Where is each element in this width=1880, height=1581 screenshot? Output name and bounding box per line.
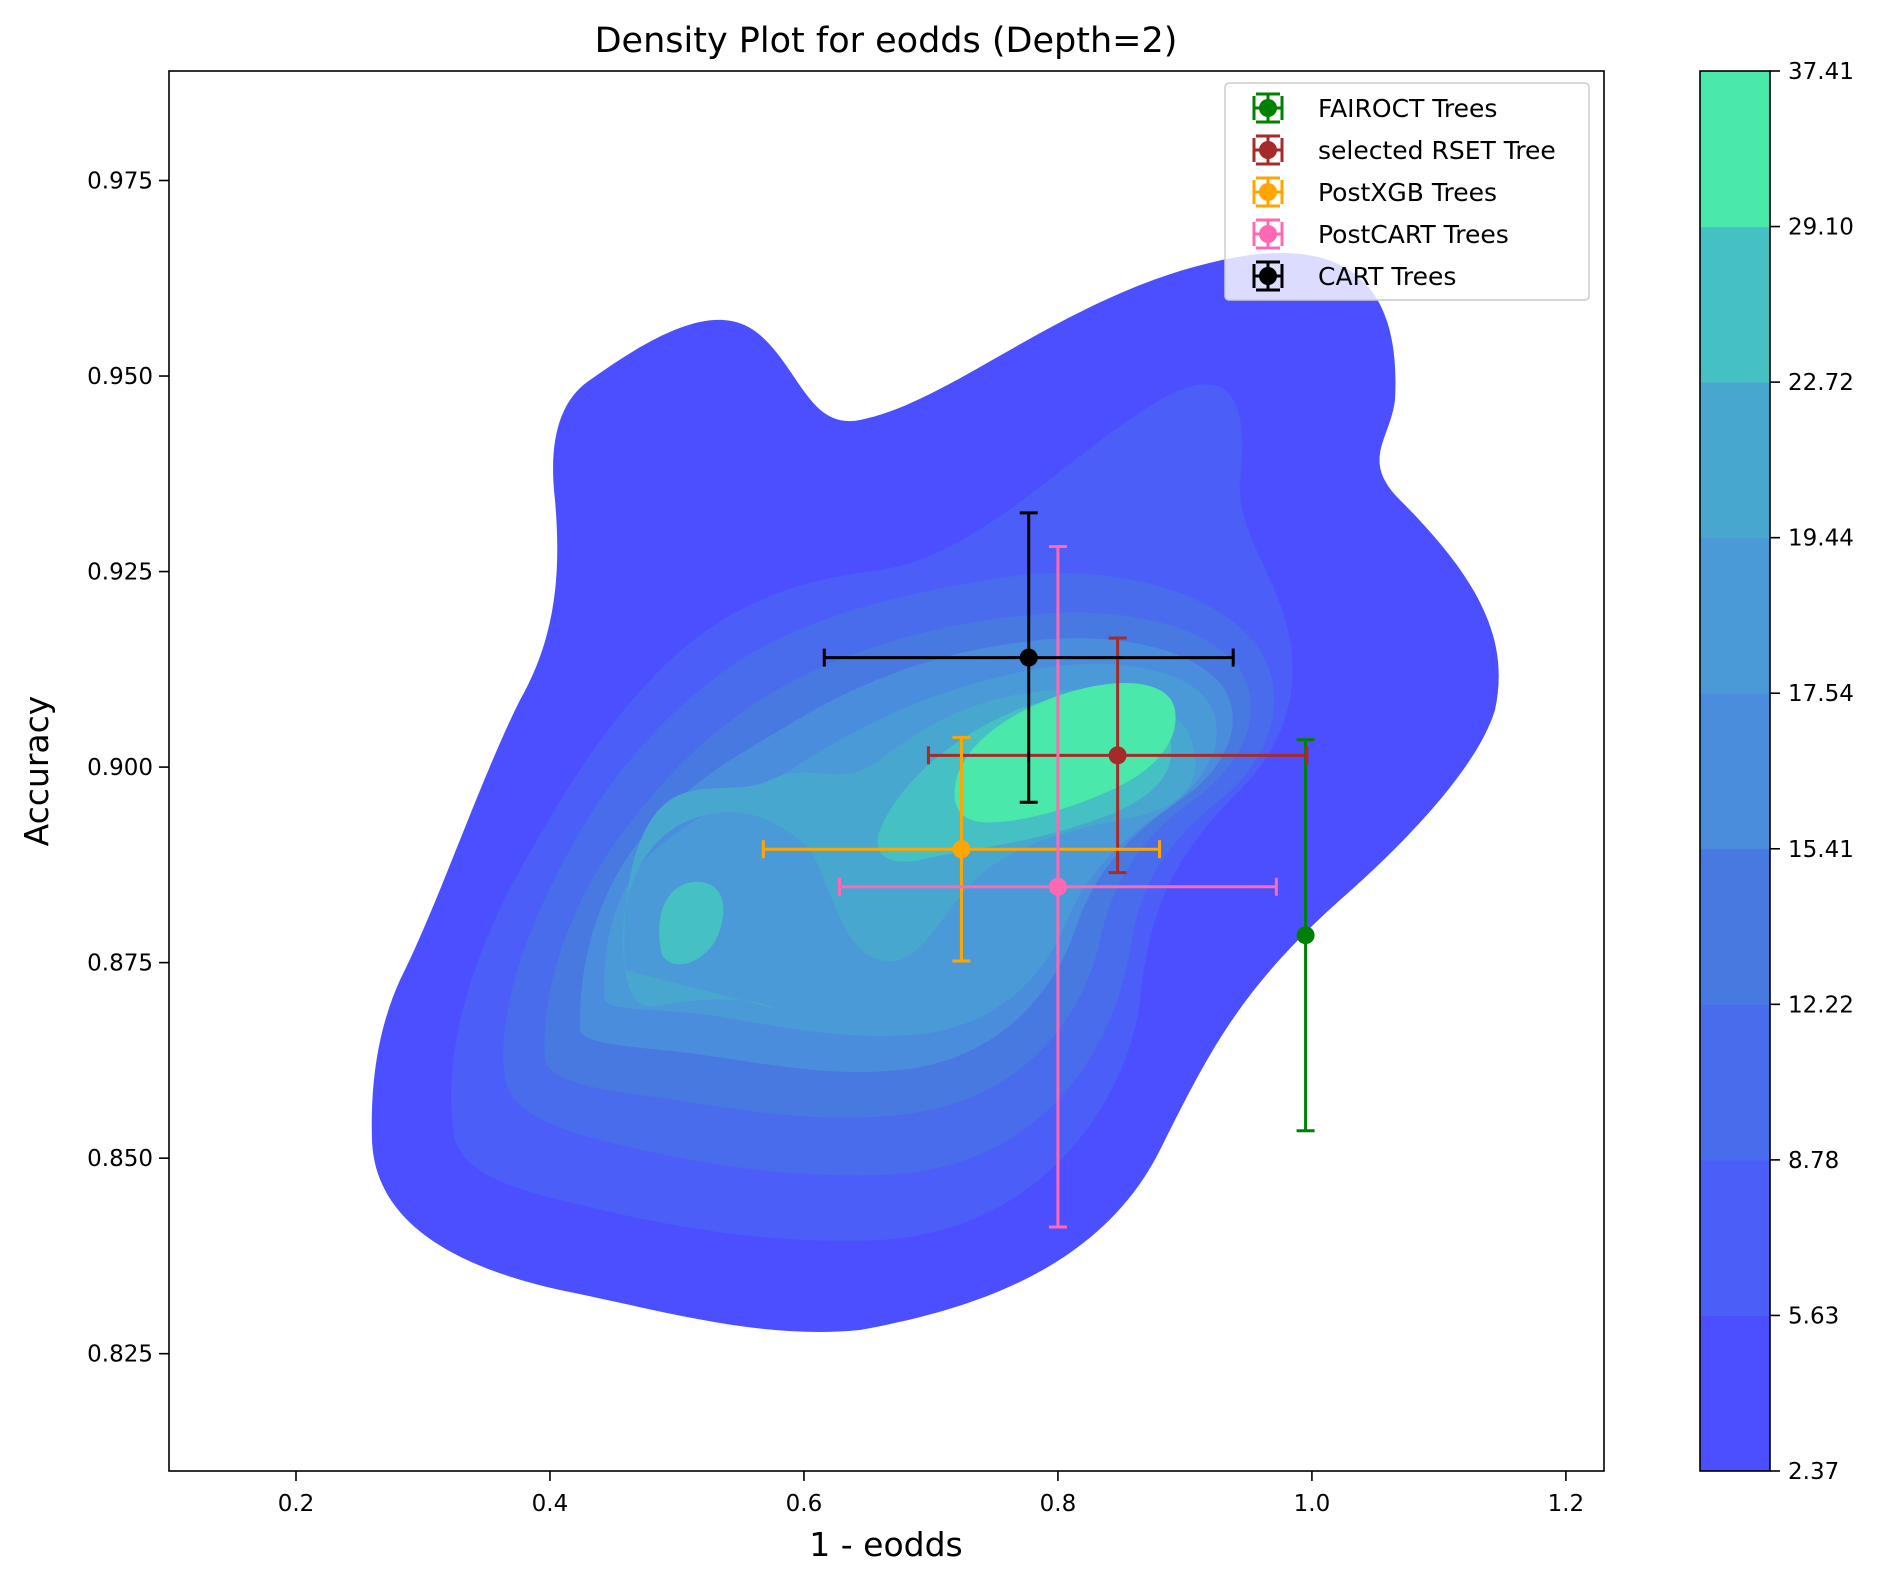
- colorbar-tick-label: 22.72: [1788, 370, 1854, 396]
- data-point: [952, 840, 971, 859]
- colorbar: 2.37 5.63 8.78 12.22 15.41 17.54 19.44 22.72 29.…: [1699, 59, 1854, 1485]
- legend-marker: [1259, 141, 1277, 159]
- data-point: [1048, 877, 1067, 896]
- legend-item: selected RSET Tree: [1252, 134, 1556, 166]
- x-tick-label: 0.4: [532, 1491, 569, 1517]
- data-point: [1108, 746, 1127, 765]
- data-point: [1019, 648, 1038, 667]
- y-tick-label: 0.875: [87, 951, 153, 977]
- series-fairoct-trees: [1296, 738, 1315, 1133]
- x-tick-label: 0.8: [1040, 1491, 1077, 1517]
- colorbar-band: [1700, 1004, 1770, 1161]
- legend-marker: [1259, 225, 1277, 243]
- colorbar-tick-label: 8.78: [1788, 1148, 1839, 1174]
- colorbar-band: [1700, 71, 1770, 228]
- legend-item: PostCART Trees: [1252, 218, 1509, 250]
- series-selected-rset-tree: [926, 636, 1309, 875]
- colorbar-band: [1700, 1315, 1770, 1472]
- y-tick-label: 0.850: [87, 1146, 153, 1172]
- legend-box: [1224, 82, 1590, 301]
- colorbar-tick-label: 5.63: [1788, 1303, 1839, 1329]
- x-tick-label: 0.2: [278, 1491, 315, 1517]
- error-bar-series: [761, 511, 1315, 1229]
- legend-item: FAIROCT Trees: [1252, 92, 1497, 124]
- data-point: [1296, 926, 1315, 945]
- colorbar-band: [1700, 693, 1770, 850]
- chart-title: Density Plot for eodds (Depth=2): [595, 21, 1178, 61]
- legend: FAIROCT Trees selected RSET Tree PostXGB T…: [1224, 82, 1590, 301]
- legend-label: CART Trees: [1318, 262, 1456, 291]
- series-cart-trees: [822, 511, 1235, 804]
- x-axis-label: 1 - eodds: [809, 1525, 962, 1564]
- x-tick-label: 1.2: [1548, 1491, 1585, 1517]
- colorbar-tick-label: 19.44: [1788, 526, 1854, 552]
- density-contours: [371, 252, 1499, 1332]
- legend-marker: [1259, 99, 1277, 117]
- colorbar-tick-label: 15.41: [1788, 837, 1854, 863]
- legend-label: FAIROCT Trees: [1318, 94, 1497, 123]
- colorbar-band: [1700, 382, 1770, 539]
- legend-label: selected RSET Tree: [1318, 136, 1556, 165]
- y-tick-label: 0.975: [87, 168, 153, 194]
- colorbar-band: [1700, 226, 1770, 383]
- x-axis: 0.2 0.4 0.6 0.8 1.0 1.2: [278, 1471, 1584, 1517]
- legend-item: PostXGB Trees: [1252, 176, 1497, 208]
- legend-marker: [1259, 267, 1277, 285]
- colorbar-tick-label: 29.10: [1788, 215, 1854, 241]
- colorbar-tick-label: 37.41: [1788, 59, 1854, 85]
- y-tick-label: 0.950: [87, 364, 153, 390]
- colorbar-band: [1700, 1159, 1770, 1316]
- colorbar-band: [1700, 848, 1770, 1005]
- colorbar-tick-label: 17.54: [1788, 681, 1854, 707]
- colorbar-tick-label: 12.22: [1788, 992, 1854, 1018]
- series-postcart-trees: [838, 545, 1278, 1229]
- legend-item: CART Trees: [1252, 260, 1456, 292]
- series-postxgb-trees: [761, 735, 1162, 963]
- y-tick-label: 0.925: [87, 560, 153, 586]
- contour-level-9: [954, 683, 1176, 823]
- legend-label: PostXGB Trees: [1318, 178, 1497, 207]
- y-axis: 0.825 0.850 0.875 0.900 0.925 0.950 0.975: [87, 168, 169, 1368]
- y-axis-label: Accuracy: [17, 696, 56, 847]
- x-tick-label: 0.6: [786, 1491, 823, 1517]
- colorbar-tick-label: 2.37: [1788, 1459, 1839, 1485]
- colorbar-frame: [1699, 70, 1771, 1472]
- x-tick-label: 1.0: [1294, 1491, 1331, 1517]
- y-tick-label: 0.825: [87, 1342, 153, 1368]
- legend-marker: [1259, 183, 1277, 201]
- plot-frame: [168, 70, 1605, 1472]
- contour-level-9b: [675, 901, 717, 950]
- y-tick-label: 0.900: [87, 755, 153, 781]
- colorbar-band: [1700, 537, 1770, 694]
- legend-label: PostCART Trees: [1318, 220, 1509, 249]
